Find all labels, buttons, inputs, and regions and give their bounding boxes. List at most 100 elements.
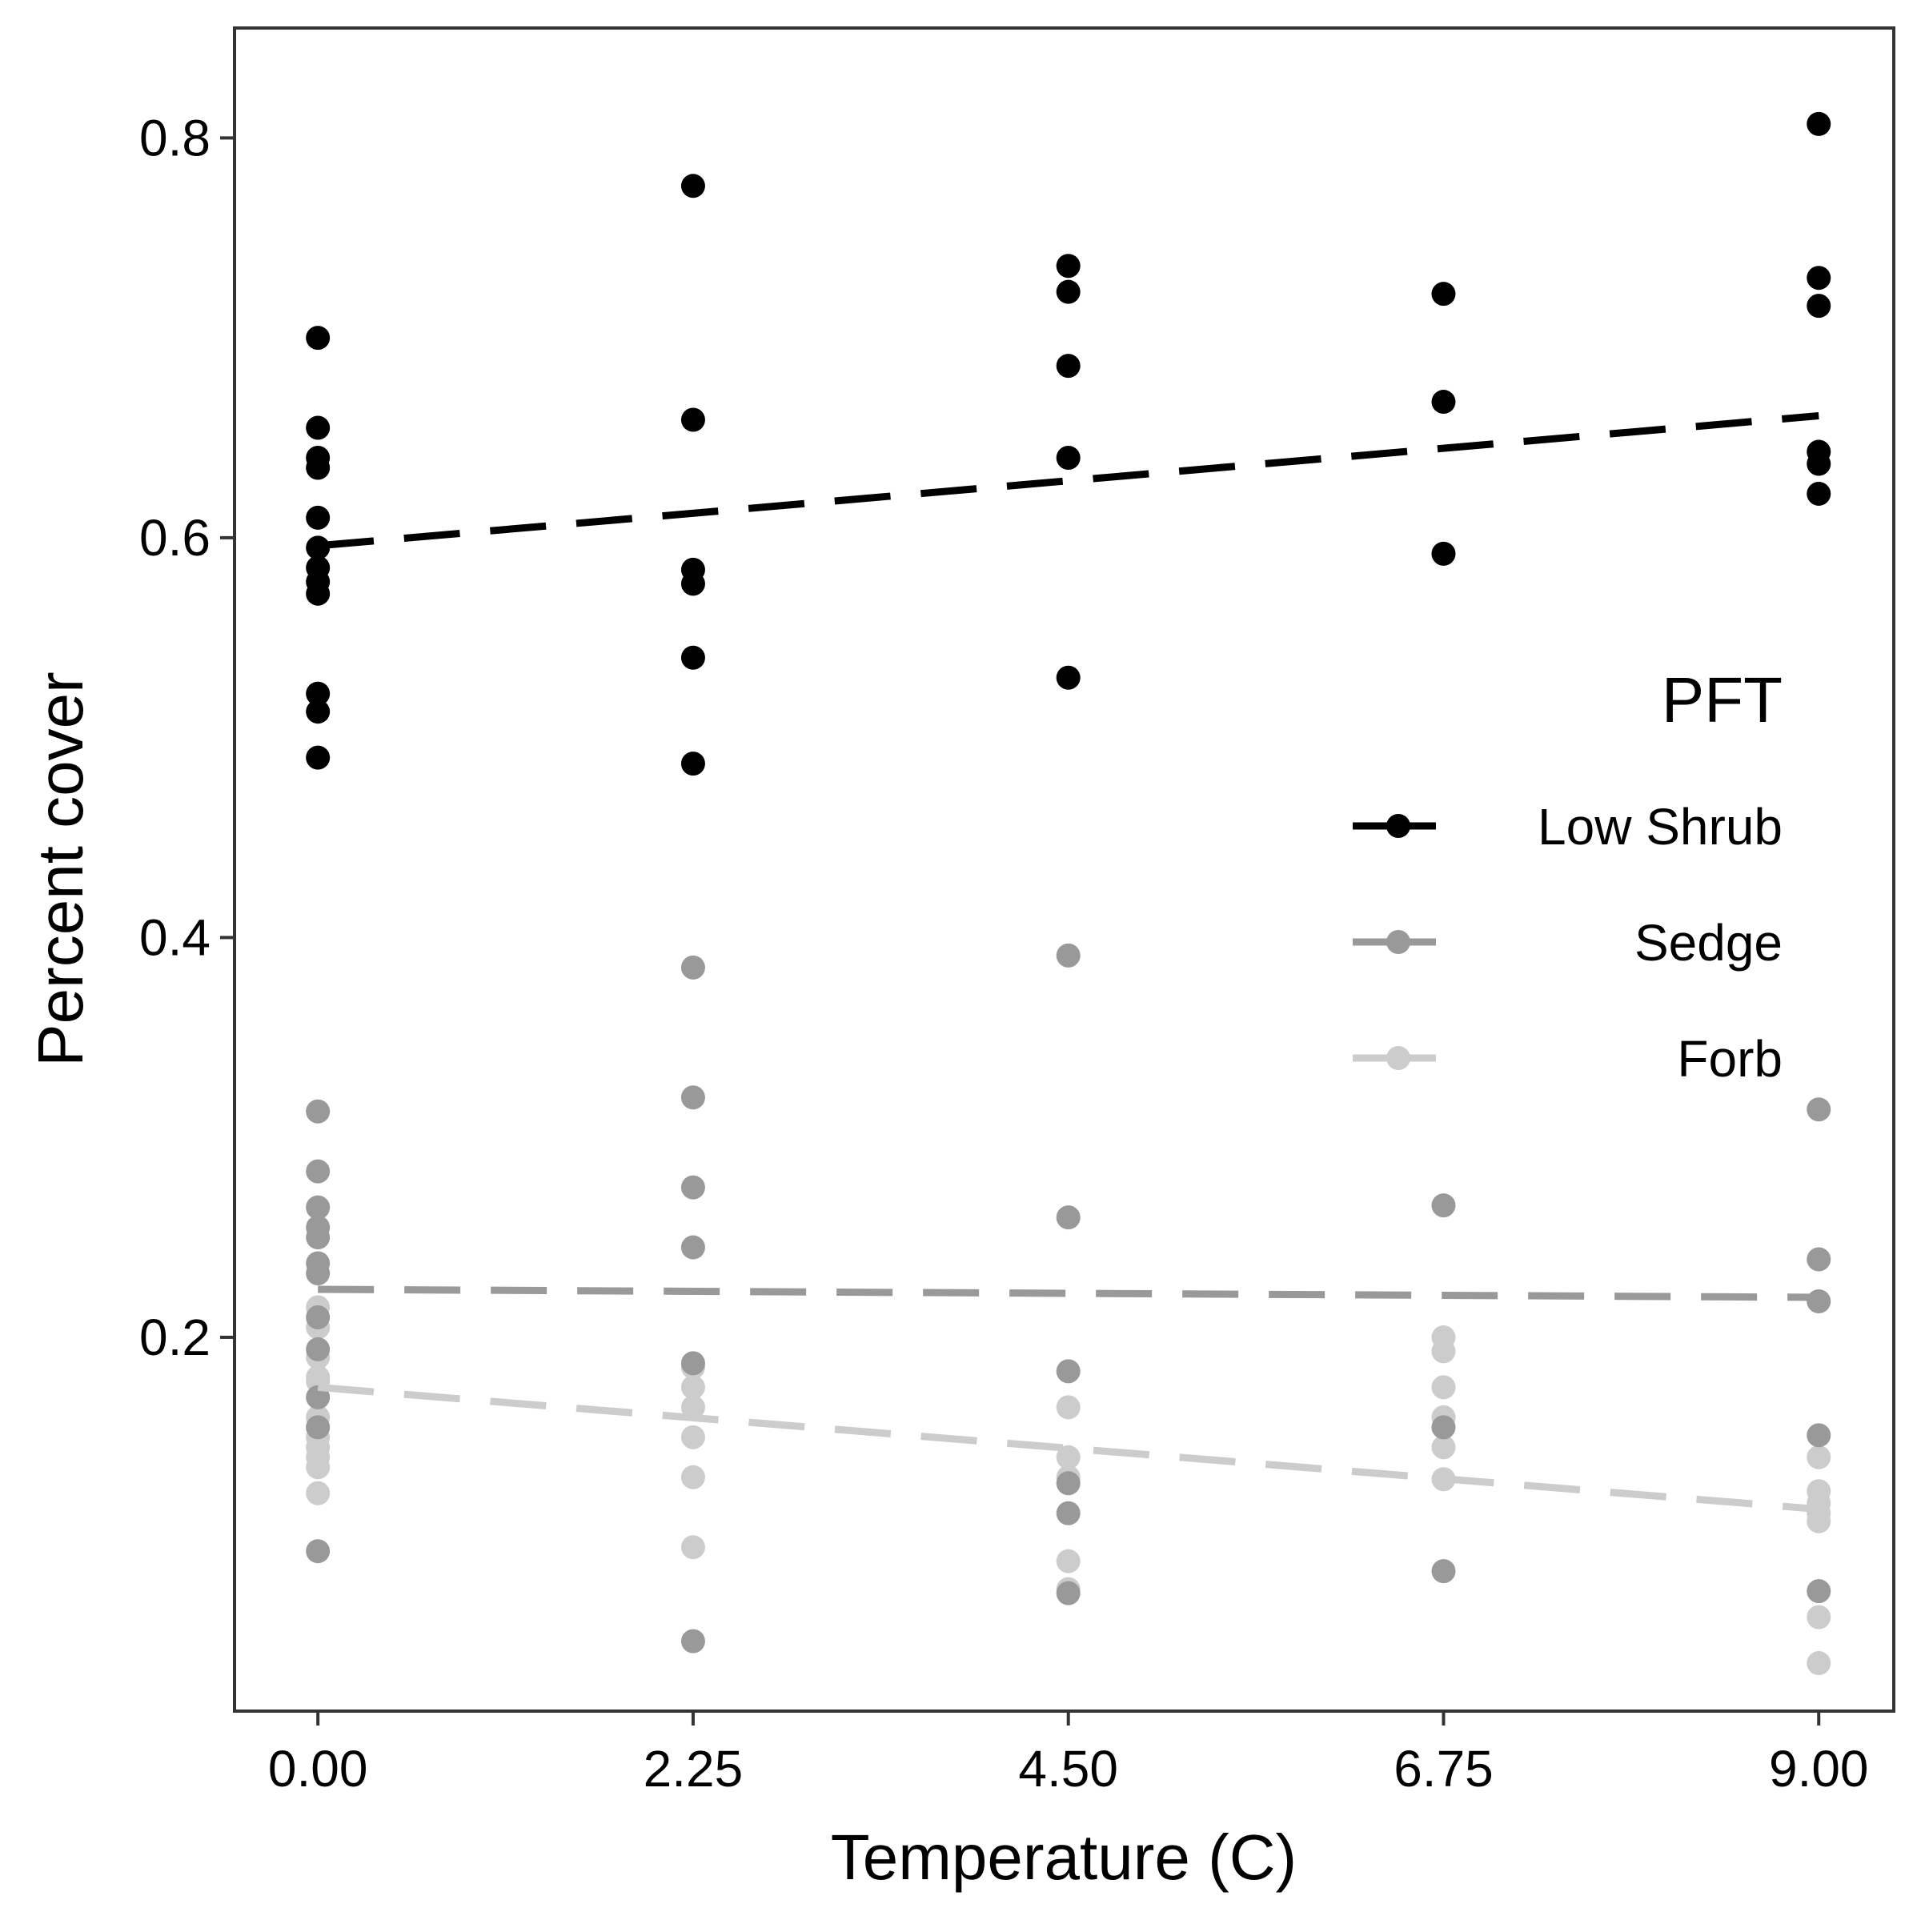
data-point <box>1056 279 1081 304</box>
data-point <box>1431 541 1456 566</box>
data-point <box>680 1629 705 1653</box>
data-point <box>1431 1435 1456 1460</box>
data-point <box>1056 1581 1081 1605</box>
x-tick-label: 4.50 <box>1018 1740 1118 1798</box>
x-axis-title: Temperature (C) <box>831 1822 1297 1893</box>
data-point <box>306 1539 331 1564</box>
data-point <box>306 326 331 351</box>
data-point <box>1056 354 1081 379</box>
data-point <box>306 699 331 724</box>
data-point <box>1807 294 1831 319</box>
data-point <box>306 581 331 606</box>
y-tick-label: 0.2 <box>139 1309 211 1366</box>
data-point <box>1807 1445 1831 1469</box>
data-point <box>1056 1549 1081 1573</box>
data-point <box>306 1195 331 1220</box>
legend-label: Sedge <box>1634 914 1783 972</box>
data-point <box>1056 1359 1081 1384</box>
x-tick-label: 9.00 <box>1769 1740 1869 1798</box>
data-point <box>1056 254 1081 279</box>
data-point <box>1431 1415 1456 1440</box>
data-point <box>680 407 705 432</box>
data-point <box>680 1425 705 1449</box>
x-tick-label: 6.75 <box>1394 1740 1494 1798</box>
legend-key-point <box>1386 814 1410 838</box>
y-axis: 0.2 0.4 0.6 0.8 <box>139 109 233 1366</box>
data-point <box>306 681 331 706</box>
data-point <box>1807 1423 1831 1448</box>
data-point <box>1431 282 1456 307</box>
data-point <box>1807 111 1831 136</box>
data-point <box>680 1465 705 1489</box>
series-layer <box>306 111 1831 1676</box>
data-point <box>306 1225 331 1250</box>
data-point <box>1431 1339 1456 1364</box>
data-point <box>1807 1579 1831 1604</box>
data-point <box>680 1535 705 1560</box>
data-point <box>306 1305 331 1329</box>
trend-line-low-shrub <box>317 412 1819 550</box>
legend-label: Low Shrub <box>1538 798 1783 856</box>
data-point <box>1807 1247 1831 1272</box>
data-point <box>1056 1501 1081 1525</box>
data-point <box>1807 1509 1831 1533</box>
y-tick-label: 0.6 <box>139 509 211 567</box>
data-point <box>1807 481 1831 506</box>
data-point <box>680 752 705 776</box>
data-point <box>680 1395 705 1420</box>
legend-label: Forb <box>1677 1030 1783 1088</box>
data-point <box>1807 1605 1831 1629</box>
trend-line-forb <box>317 1383 1819 1513</box>
y-tick-label: 0.8 <box>139 109 211 166</box>
data-point <box>306 505 331 530</box>
data-point <box>1056 943 1081 968</box>
legend-key-point <box>1386 930 1410 954</box>
data-point <box>1807 1651 1831 1676</box>
legend-item-forb: Forb <box>1353 1030 1783 1088</box>
data-point <box>1056 1205 1081 1230</box>
legend-entries: Low Shrub Sedge Forb <box>1353 798 1783 1088</box>
y-tick-label: 0.4 <box>139 908 211 966</box>
x-axis: 0.00 2.25 4.50 6.75 9.00 <box>268 1713 1869 1798</box>
data-point <box>680 1085 705 1110</box>
data-point <box>1431 1193 1456 1218</box>
y-axis-title: Percent cover <box>25 671 96 1067</box>
data-point <box>306 1455 331 1480</box>
legend-title: PFT <box>1662 664 1783 736</box>
legend-key-point <box>1386 1046 1410 1070</box>
data-point <box>1807 1097 1831 1122</box>
data-point <box>680 1175 705 1200</box>
legend-item-low-shrub: Low Shrub <box>1353 798 1783 856</box>
trend-line-sedge <box>318 1285 1819 1301</box>
x-tick-label: 2.25 <box>644 1740 744 1798</box>
data-point <box>1807 266 1831 291</box>
legend: PFT Low Shrub Sedge Forb <box>1353 664 1783 1088</box>
data-point <box>1056 1471 1081 1496</box>
data-point <box>306 1337 331 1361</box>
data-point <box>306 415 331 440</box>
data-point <box>1056 445 1081 470</box>
legend-item-sedge: Sedge <box>1353 914 1783 972</box>
data-point <box>1807 1289 1831 1313</box>
plot-panel-border <box>233 26 1895 1713</box>
data-point <box>306 455 331 480</box>
data-point <box>306 1159 331 1184</box>
data-point <box>680 571 705 596</box>
x-tick-label: 0.00 <box>268 1740 368 1798</box>
data-point <box>306 745 331 770</box>
data-point <box>1056 665 1081 690</box>
data-point <box>306 1099 331 1124</box>
data-point <box>680 1375 705 1400</box>
data-point <box>306 1261 331 1286</box>
data-point <box>680 955 705 980</box>
series-sedge <box>306 943 1831 1653</box>
data-point <box>1431 1559 1456 1584</box>
data-point <box>306 1481 331 1505</box>
data-point <box>680 1235 705 1260</box>
data-point <box>1056 1395 1081 1420</box>
data-point <box>680 1351 705 1376</box>
series-low-shrub <box>306 111 1831 776</box>
data-point <box>306 1415 331 1440</box>
